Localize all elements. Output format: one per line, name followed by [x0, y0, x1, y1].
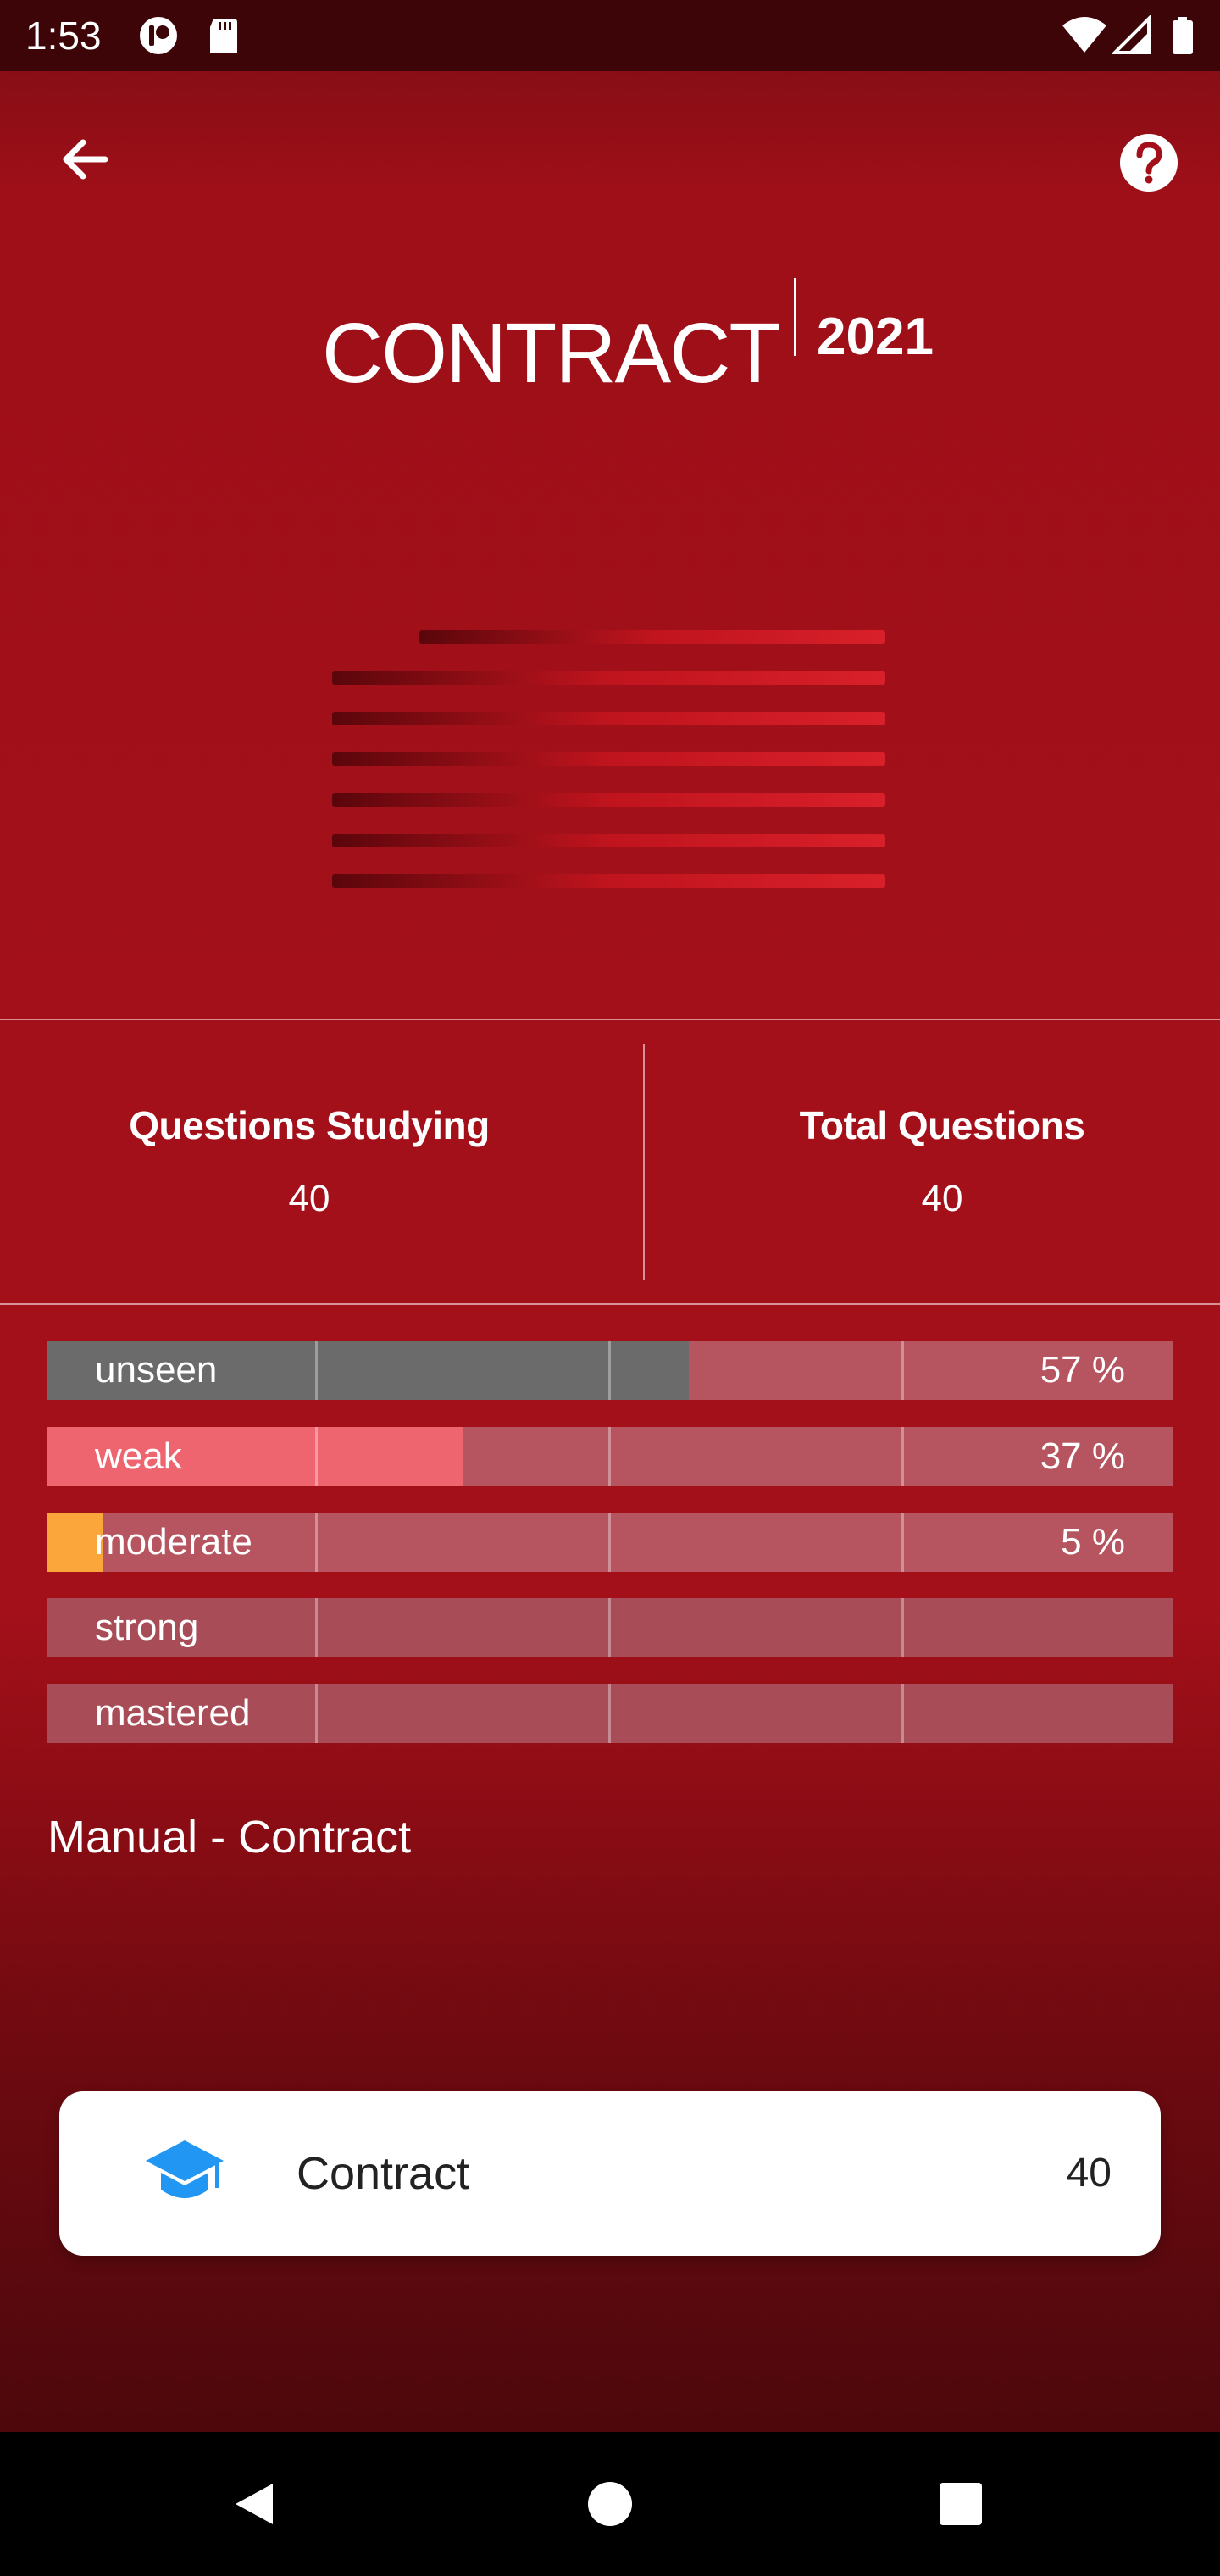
wifi-icon — [1062, 17, 1106, 53]
progress-fill-unseen — [47, 1341, 689, 1400]
progress-bar-strong: strong — [47, 1598, 1173, 1657]
square-recents-icon — [940, 2483, 982, 2525]
bar-tick — [315, 1598, 318, 1657]
stats-top-divider — [0, 1019, 1220, 1020]
status-time: 1:53 — [25, 14, 102, 58]
contract-2021-logo: CONTRACT 2021 — [322, 271, 934, 407]
bar-tick — [608, 1684, 611, 1743]
status-bar: 1:53 — [0, 0, 1220, 71]
help-button[interactable] — [1101, 115, 1196, 210]
progress-label-unseen: unseen — [95, 1349, 218, 1391]
help-circle-icon — [1120, 134, 1178, 192]
progress-label-strong: strong — [95, 1607, 199, 1648]
stacked-lines-illustration — [332, 630, 885, 888]
triangle-back-icon — [236, 2484, 273, 2524]
stats-vertical-divider — [643, 1044, 645, 1280]
arrow-left-icon — [63, 139, 108, 180]
back-button[interactable] — [44, 119, 125, 200]
stats-bottom-divider — [0, 1303, 1220, 1305]
progress-fill-weak — [47, 1427, 464, 1486]
logo-divider — [794, 278, 796, 356]
nav-recents-button[interactable] — [918, 2462, 1003, 2546]
progress-bar-mastered: mastered — [47, 1684, 1173, 1743]
bar-tick — [315, 1427, 318, 1486]
bar-tick — [315, 1513, 318, 1572]
logo-year: 2021 — [817, 308, 934, 366]
bar-tick — [608, 1513, 611, 1572]
bar-tick — [315, 1341, 318, 1400]
progress-label-moderate: moderate — [95, 1521, 252, 1563]
progress-percent-moderate: 5 % — [1061, 1521, 1125, 1563]
bar-tick — [901, 1427, 904, 1486]
app-notification-icon — [140, 17, 177, 54]
progress-bar-moderate: moderate 5 % — [47, 1513, 1173, 1572]
questions-studying-value: 40 — [288, 1178, 330, 1219]
deck-card-contract[interactable]: Contract 40 — [59, 2091, 1161, 2256]
nav-home-button[interactable] — [568, 2462, 652, 2546]
progress-bar-weak: weak 37 % — [47, 1427, 1173, 1486]
battery-icon — [1173, 17, 1193, 54]
total-questions-label: Total Questions — [799, 1103, 1085, 1147]
bar-tick — [608, 1598, 611, 1657]
progress-percent-unseen: 57 % — [1040, 1349, 1125, 1391]
progress-bar-unseen: unseen 57 % — [47, 1341, 1173, 1400]
bar-tick — [901, 1684, 904, 1743]
progress-percent-weak: 37 % — [1040, 1435, 1125, 1477]
bar-tick — [901, 1513, 904, 1572]
nav-back-button[interactable] — [212, 2462, 297, 2546]
deck-question-count: 40 — [1066, 2151, 1112, 2196]
sd-card-icon — [210, 19, 237, 53]
circle-home-icon — [588, 2482, 632, 2526]
deck-name: Contract — [297, 2148, 470, 2199]
bar-tick — [901, 1341, 904, 1400]
total-questions-value: 40 — [921, 1178, 963, 1219]
cellular-signal-icon — [1112, 15, 1151, 54]
graduation-cap-icon — [146, 2140, 224, 2198]
system-nav-bar — [0, 2432, 1220, 2576]
bar-tick — [608, 1427, 611, 1486]
bar-tick — [901, 1598, 904, 1657]
manual-title: Manual - Contract — [47, 1812, 412, 1863]
questions-studying-label: Questions Studying — [129, 1103, 490, 1147]
progress-fill-moderate — [47, 1513, 104, 1572]
bar-tick — [608, 1341, 611, 1400]
progress-label-weak: weak — [95, 1435, 182, 1477]
bar-tick — [315, 1684, 318, 1743]
progress-label-mastered: mastered — [95, 1692, 251, 1734]
logo-word: CONTRACT — [322, 306, 781, 401]
